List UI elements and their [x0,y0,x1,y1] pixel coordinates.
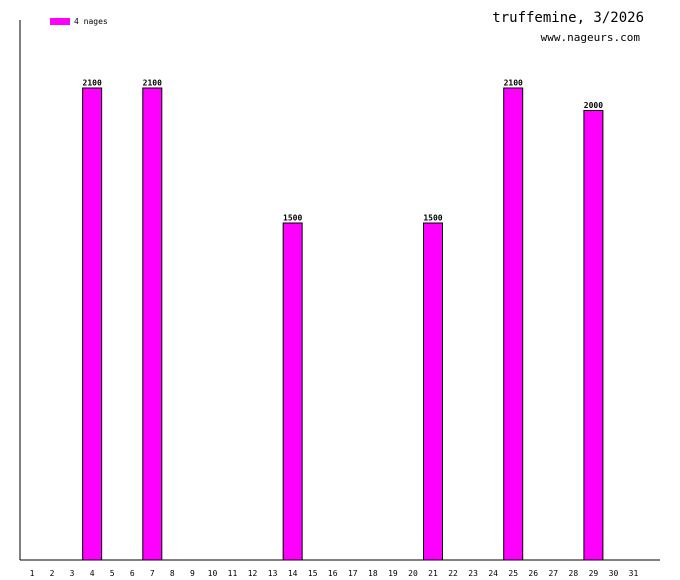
site-url: www.nageurs.com [540,31,640,44]
legend: 4 nages [50,17,108,26]
x-tick-label-14: 14 [288,569,298,578]
x-tick-label-10: 10 [208,569,218,578]
x-tick-label-7: 7 [150,569,155,578]
data-label-day-25: 2100 [504,79,523,88]
x-tick-label-2: 2 [50,569,55,578]
data-label-day-7: 2100 [143,79,162,88]
x-tick-label-28: 28 [569,569,579,578]
x-tick-label-15: 15 [308,569,318,578]
x-tick-label-19: 19 [388,569,398,578]
x-tick-label-26: 26 [528,569,538,578]
bar-day-14 [282,222,303,561]
x-tick-label-25: 25 [508,569,518,578]
x-tick-label-27: 27 [548,569,558,578]
x-tick-label-11: 11 [228,569,238,578]
bar-day-7 [142,87,163,561]
data-label-day-21: 1500 [423,214,442,223]
x-tick-label-21: 21 [428,569,438,578]
chart-title: truffemine, 3/2026 [492,10,644,26]
bar-day-29 [583,110,604,561]
x-tick-label-6: 6 [130,569,135,578]
x-tick-label-3: 3 [70,569,75,578]
x-tick-label-24: 24 [488,569,498,578]
data-label-day-14: 1500 [283,214,302,223]
legend-swatch [50,18,70,25]
x-tick-label-5: 5 [110,569,115,578]
x-tick-label-18: 18 [368,569,378,578]
x-tick-label-31: 31 [629,569,639,578]
x-tick-label-1: 1 [30,569,35,578]
x-tick-label-22: 22 [448,569,458,578]
data-label-day-4: 2100 [83,79,102,88]
bar-day-4 [82,87,103,561]
x-tick-label-9: 9 [190,569,195,578]
x-tick-label-16: 16 [328,569,338,578]
x-tick-label-29: 29 [589,569,599,578]
x-tick-label-17: 17 [348,569,358,578]
legend-label: 4 nages [74,17,108,26]
bar-day-25 [503,87,524,561]
x-tick-label-12: 12 [248,569,258,578]
x-tick-label-23: 23 [468,569,478,578]
bar-day-21 [423,222,443,561]
x-tick-label-20: 20 [408,569,418,578]
x-tick-label-30: 30 [609,569,619,578]
x-tick-label-13: 13 [268,569,278,578]
x-tick-label-8: 8 [170,569,175,578]
x-tick-label-4: 4 [90,569,95,578]
data-label-day-29: 2000 [584,101,603,110]
